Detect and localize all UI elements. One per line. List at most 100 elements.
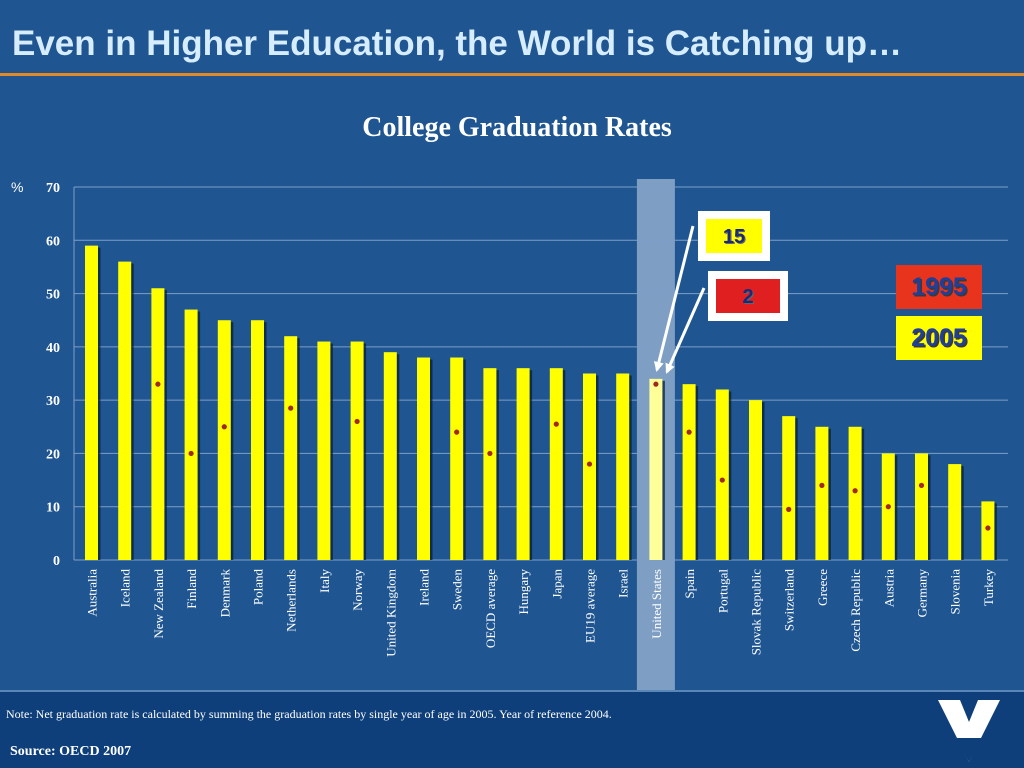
category-label: Austria — [881, 569, 896, 608]
category-label: Israel — [616, 569, 631, 598]
y-tick-label: 20 — [46, 447, 60, 462]
category-label: Poland — [251, 569, 266, 606]
bar-2005 — [85, 245, 98, 560]
bar-2005 — [915, 453, 928, 560]
category-label: Hungary — [516, 569, 531, 615]
chart-title: College Graduation Rates — [362, 112, 672, 143]
bar-2005 — [417, 357, 430, 560]
y-tick-label: 60 — [46, 234, 60, 249]
bar-2005 — [383, 352, 397, 560]
marker-1995 — [985, 525, 991, 531]
category-label: United Kingdom — [383, 569, 398, 657]
category-label: Greece — [815, 569, 830, 606]
callout-fill — [706, 219, 762, 253]
marker-1995 — [288, 405, 294, 411]
category-label: Slovak Republic — [749, 569, 764, 656]
category-label: Japan — [549, 569, 564, 599]
title-divider — [0, 73, 1024, 76]
bar-2005 — [151, 288, 165, 560]
bar-2005 — [749, 400, 762, 560]
bar-2005 — [217, 320, 231, 560]
category-label: OECD average — [483, 569, 498, 648]
marker-1995 — [487, 450, 493, 457]
bar-2005 — [583, 373, 596, 560]
category-label: Spain — [682, 569, 697, 599]
source-credit: Source: OECD 2007 — [10, 744, 132, 759]
marker-1995 — [155, 381, 161, 387]
bar-2005 — [317, 341, 331, 560]
bar-2005 — [251, 320, 264, 560]
y-tick-label: 40 — [46, 341, 60, 356]
category-label: Norway — [350, 569, 365, 611]
marker-1995 — [454, 429, 460, 435]
marker-1995 — [686, 429, 692, 435]
bar-2005 — [682, 384, 696, 560]
y-tick-label: 0 — [53, 554, 60, 569]
category-label: New Zealand — [151, 569, 166, 639]
bar-2005 — [981, 501, 995, 560]
category-label: Ireland — [417, 569, 432, 606]
category-label: EU19 average — [583, 569, 598, 643]
legend-label-shadow: 1995 — [913, 275, 969, 303]
bar-2005 — [782, 416, 796, 560]
category-label: Czech Republic — [848, 569, 863, 652]
bar-2005 — [715, 389, 729, 560]
y-axis-label: % — [11, 179, 23, 195]
category-label: Germany — [915, 569, 930, 618]
y-tick-label: 30 — [46, 394, 60, 409]
callout-label-shadow: 15 — [724, 227, 746, 249]
marker-1995 — [885, 504, 891, 510]
callout-label-shadow: 2 — [744, 287, 755, 309]
category-label: United States — [649, 569, 664, 639]
category-label: Switzerland — [782, 569, 797, 632]
footer-divider — [0, 690, 1024, 692]
marker-1995 — [653, 381, 659, 387]
bar-2005 — [549, 368, 563, 560]
slide-title: Even in Higher Education, the World is C… — [12, 24, 902, 63]
bar-2005 — [649, 378, 663, 560]
chart-canvas: 0 10 20 30 40 50 60 70% Australia Iceland New Zeal… — [11, 179, 1008, 690]
legend-swatch — [896, 265, 982, 309]
legend-label: 2005 — [911, 324, 967, 352]
marker-1995 — [188, 450, 194, 457]
category-label: Slovenia — [948, 569, 963, 615]
logo-icon — [938, 700, 1000, 762]
category-label: Finland — [184, 569, 199, 609]
category-label: Iceland — [118, 569, 133, 608]
bar-2005 — [284, 336, 298, 560]
y-tick-label: 50 — [46, 288, 60, 303]
y-tick-label: 70 — [46, 181, 60, 196]
callout-arrow — [653, 225, 695, 372]
marker-1995 — [354, 418, 360, 425]
marker-1995 — [852, 488, 858, 494]
marker-1995 — [586, 461, 593, 467]
callout-arrow — [665, 287, 706, 374]
legend-swatch — [896, 316, 982, 360]
bar-2005 — [948, 464, 962, 560]
footer-band — [0, 690, 1024, 768]
bar-2005 — [815, 426, 829, 560]
bar-2005 — [350, 341, 364, 560]
marker-1995 — [819, 482, 825, 488]
bar-2005 — [483, 368, 497, 560]
category-label: Italy — [317, 569, 332, 593]
bar-2005 — [616, 373, 630, 560]
bar-2005 — [450, 357, 464, 560]
category-label: Netherlands — [284, 569, 299, 632]
category-label: Turkey — [981, 569, 996, 607]
callout-label: 2 — [742, 286, 753, 308]
category-label: Sweden — [450, 569, 465, 611]
callout-fill — [716, 279, 780, 313]
bar-2005 — [516, 368, 530, 560]
marker-1995 — [221, 424, 227, 430]
footnote: Note: Net graduation rate is calculated … — [6, 707, 612, 721]
legend-label-shadow: 2005 — [913, 326, 969, 354]
marker-1995 — [553, 421, 559, 427]
category-label: Denmark — [217, 569, 232, 618]
marker-1995 — [918, 482, 925, 488]
marker-1995 — [786, 506, 792, 512]
bar-2005 — [848, 426, 862, 560]
bar-2005 — [184, 309, 198, 560]
bar-2005 — [118, 261, 132, 560]
marker-1995 — [719, 477, 725, 483]
